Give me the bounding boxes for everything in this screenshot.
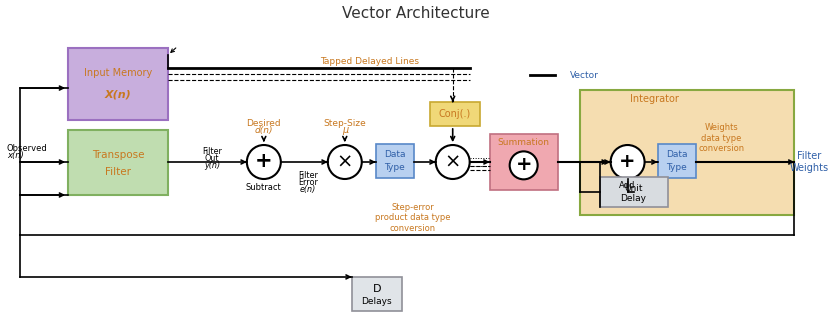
Text: Add: Add bbox=[619, 181, 636, 190]
Text: Vector Architecture: Vector Architecture bbox=[342, 6, 489, 21]
Bar bbox=[429, 102, 480, 126]
Text: Out: Out bbox=[205, 154, 219, 163]
Text: Tapped Delayed Lines: Tapped Delayed Lines bbox=[320, 57, 419, 66]
Text: Vector: Vector bbox=[570, 71, 598, 80]
Text: Step-error
product data type
conversion: Step-error product data type conversion bbox=[375, 203, 450, 233]
Circle shape bbox=[510, 152, 537, 179]
Text: X(n): X(n) bbox=[105, 90, 131, 100]
Text: +: + bbox=[619, 152, 636, 170]
Text: Observed: Observed bbox=[7, 144, 47, 153]
Text: Filter: Filter bbox=[298, 171, 318, 180]
Text: Input Memory: Input Memory bbox=[84, 68, 152, 78]
Text: Data: Data bbox=[666, 151, 687, 160]
Text: Weights
data type
conversion: Weights data type conversion bbox=[699, 123, 745, 153]
Text: Type: Type bbox=[384, 163, 405, 171]
Circle shape bbox=[328, 145, 362, 179]
Text: e(n): e(n) bbox=[300, 185, 316, 194]
Bar bbox=[376, 144, 414, 178]
Text: μ: μ bbox=[342, 125, 348, 135]
Bar bbox=[657, 144, 696, 178]
Text: Delays: Delays bbox=[361, 297, 392, 306]
Text: Integrator: Integrator bbox=[631, 94, 679, 104]
Bar bbox=[352, 277, 402, 311]
Circle shape bbox=[247, 145, 281, 179]
Text: +: + bbox=[515, 155, 532, 174]
Bar bbox=[68, 48, 168, 120]
Text: x(n): x(n) bbox=[7, 151, 24, 160]
Text: Delay: Delay bbox=[621, 194, 646, 203]
Text: Type: Type bbox=[666, 163, 687, 171]
Bar bbox=[580, 90, 795, 215]
Text: ×: × bbox=[444, 153, 461, 171]
Bar bbox=[490, 134, 557, 190]
Text: Summation: Summation bbox=[498, 139, 550, 148]
Text: Filter: Filter bbox=[105, 167, 131, 177]
Text: Filter: Filter bbox=[202, 147, 222, 156]
Text: D: D bbox=[373, 284, 381, 294]
Text: Filter
Weights: Filter Weights bbox=[790, 151, 829, 173]
Text: Unit: Unit bbox=[624, 183, 643, 192]
Text: Subtract: Subtract bbox=[246, 183, 282, 192]
Text: Error: Error bbox=[298, 178, 318, 187]
Text: Data: Data bbox=[384, 151, 405, 160]
Text: y(n): y(n) bbox=[204, 161, 220, 169]
Text: Conj(.): Conj(.) bbox=[438, 109, 471, 119]
Circle shape bbox=[436, 145, 470, 179]
Text: +: + bbox=[255, 151, 273, 171]
Text: d(n): d(n) bbox=[255, 126, 273, 135]
Bar bbox=[600, 177, 667, 207]
Text: Step-Size: Step-Size bbox=[324, 119, 366, 128]
Bar bbox=[68, 130, 168, 195]
Text: Transpose: Transpose bbox=[92, 150, 144, 160]
Circle shape bbox=[611, 145, 645, 179]
Text: Desired: Desired bbox=[246, 119, 281, 128]
Text: ×: × bbox=[337, 153, 353, 171]
